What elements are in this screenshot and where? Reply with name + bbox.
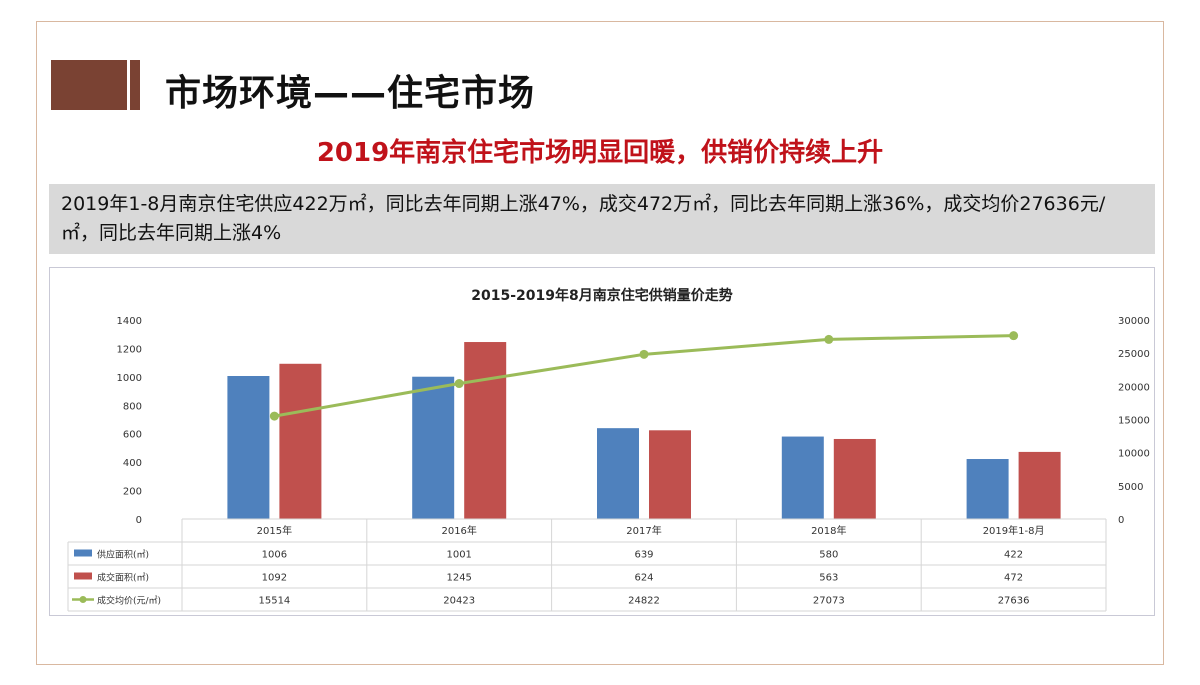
x-tick-label: 2016年 [441, 524, 476, 537]
legend-label: 供应面积(㎡) [97, 549, 149, 561]
data-label: 580 [819, 550, 838, 561]
y2-tick-label: 15000 [1118, 416, 1150, 427]
y-tick-label: 800 [123, 401, 142, 412]
chart-container: 2015-2019年8月南京住宅供销量价走势 0 200 400 600 800 1000… [49, 267, 1155, 616]
x-tick-label: 2018年 [811, 524, 846, 537]
bar-supply [781, 436, 824, 519]
bar-sales [279, 363, 322, 519]
y2-tick-label: 0 [1118, 515, 1124, 526]
y2-tick-label: 25000 [1118, 349, 1150, 360]
data-label: 1006 [262, 550, 287, 561]
y-tick-label: 1000 [117, 373, 142, 384]
y2-tick-label: 5000 [1118, 482, 1143, 493]
data-label: 24822 [628, 596, 660, 607]
data-label: 20423 [443, 596, 475, 607]
slide-subtitle: 2019年南京住宅市场明显回暖，供销价持续上升 [316, 138, 884, 168]
bar-sales [649, 430, 691, 519]
bar-supply [227, 376, 270, 519]
slide-title: 市场环境——住宅市场 [165, 73, 536, 114]
chart-title: 2015-2019年8月南京住宅供销量价走势 [471, 287, 732, 304]
combo-chart: 2015-2019年8月南京住宅供销量价走势 0 200 400 600 800 1000… [67, 287, 1150, 612]
data-label: 422 [1004, 550, 1023, 561]
bar-supply [597, 428, 639, 519]
bar-sales [1018, 451, 1061, 519]
data-label: 472 [1004, 573, 1023, 584]
legend-swatch [74, 572, 92, 580]
bar-sales [833, 438, 876, 519]
data-label: 1092 [262, 573, 287, 584]
legend-swatch [74, 549, 92, 557]
data-label: 1245 [446, 573, 471, 584]
y2-tick-label: 10000 [1118, 449, 1150, 460]
data-label: 639 [634, 550, 653, 561]
summary-text: 2019年1-8月南京住宅供应422万㎡，同比去年同期上涨47%，成交472万㎡… [49, 184, 1155, 254]
x-tick-label: 2017年 [626, 524, 661, 537]
price-point [824, 334, 834, 344]
y-tick-label: 600 [123, 430, 142, 441]
y-tick-label: 1400 [117, 316, 142, 327]
legend-label: 成交均价(元/㎡) [97, 595, 161, 607]
slide: 市场环境——住宅市场 2019年南京住宅市场明显回暖，供销价持续上升 2019年… [36, 21, 1164, 665]
data-label: 563 [819, 573, 838, 584]
y-tick-label: 1200 [117, 344, 142, 355]
price-point [454, 379, 464, 389]
data-label: 27073 [813, 596, 845, 607]
bar-sales [464, 342, 507, 519]
y2-tick-label: 20000 [1118, 382, 1150, 393]
title-accent-block [51, 60, 127, 110]
y2-tick-label: 30000 [1118, 316, 1150, 327]
y-tick-label: 0 [136, 515, 142, 526]
price-line [274, 334, 1014, 418]
title-accent-stripe [130, 60, 140, 110]
price-point [269, 411, 279, 421]
price-point [1009, 331, 1019, 341]
data-label: 1001 [446, 550, 471, 561]
y-tick-label: 400 [123, 458, 142, 469]
data-label: 15514 [258, 596, 290, 607]
legend-label: 成交面积(㎡) [97, 572, 149, 584]
bar-supply [966, 459, 1009, 519]
legend-swatch [79, 596, 87, 603]
x-tick-label: 2015年 [257, 524, 292, 537]
data-label: 624 [634, 573, 653, 584]
x-tick-label: 2019年1-8月 [983, 524, 1045, 537]
data-label: 27636 [998, 596, 1030, 607]
bar-supply [412, 376, 455, 519]
price-point [639, 349, 649, 359]
y-tick-label: 200 [123, 487, 142, 498]
